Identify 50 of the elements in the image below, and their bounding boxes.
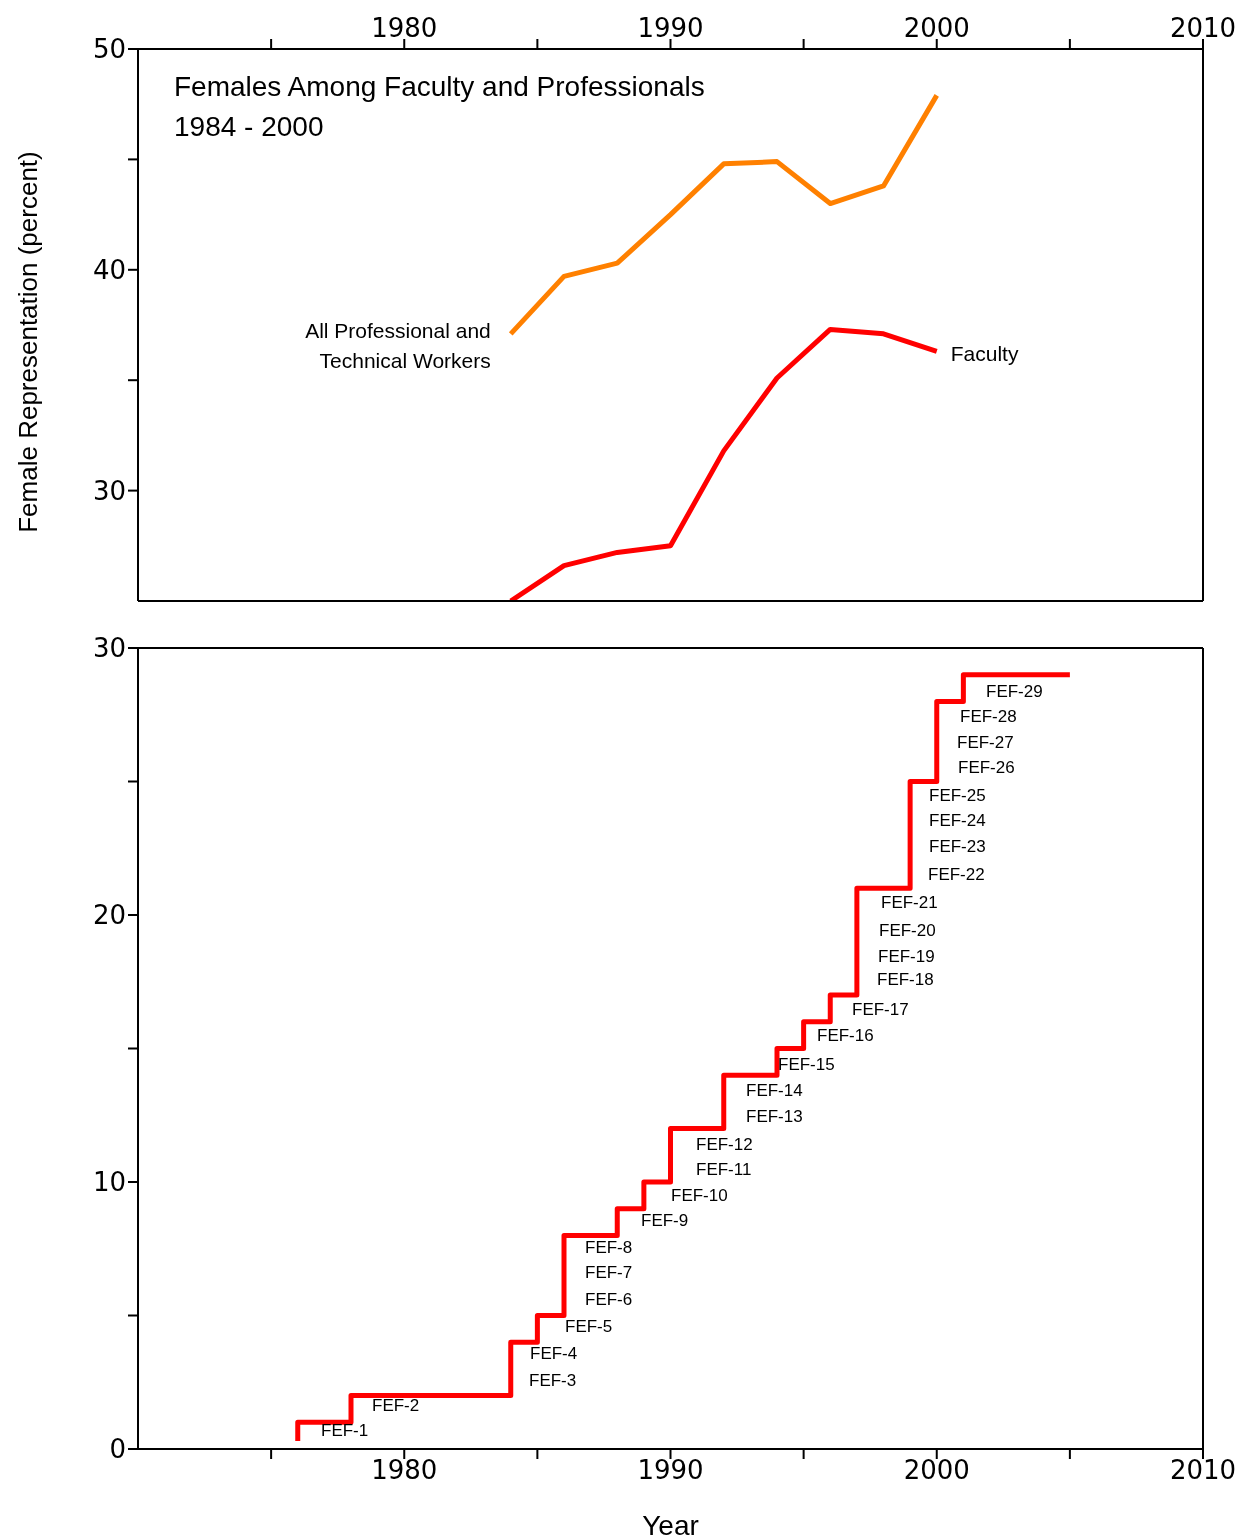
y-tick-label: 40 [92, 255, 126, 286]
x-tick-label: 1990 [637, 1455, 704, 1486]
x-tick-label: 1990 [637, 13, 704, 43]
annotation: FEF-15 [778, 1054, 835, 1076]
y-tick-label: 30 [92, 633, 126, 664]
annotation: FEF-26 [958, 757, 1015, 779]
annotation: FEF-22 [928, 864, 985, 886]
annotation: FEF-24 [929, 810, 986, 832]
y-tick-label: 20 [92, 900, 126, 931]
annotation: FEF-3 [529, 1370, 577, 1392]
annotation: FEF-25 [929, 785, 986, 807]
y-tick-label: 50 [92, 34, 126, 65]
annotation: FEF-7 [585, 1262, 633, 1284]
annotation: FEF-27 [957, 732, 1014, 754]
x-tick-label: 1980 [371, 13, 438, 43]
y-axis-title: Female Representation (percent) [12, 150, 44, 533]
x-axis-title: Year [642, 1510, 699, 1539]
annotation: FEF-5 [565, 1316, 613, 1338]
y-tick-label: 0 [109, 1434, 126, 1465]
annotation: FEF-2 [372, 1395, 420, 1417]
annotation: FEF-14 [746, 1080, 803, 1102]
annotation: FEF-20 [879, 920, 936, 942]
annotation: FEF-11 [696, 1159, 752, 1181]
y-tick-label: 30 [92, 475, 126, 506]
text: Females Among Faculty and Professionals [174, 70, 705, 104]
annotation: FEF-4 [530, 1343, 578, 1365]
annotation: FEF-18 [877, 969, 934, 991]
series-label: Faculty [950, 341, 1019, 368]
x-tick-label: 2010 [1169, 1455, 1237, 1486]
annotation: FEF-29 [986, 681, 1043, 703]
annotation: FEF-12 [696, 1134, 753, 1156]
annotation: FEF-21 [881, 892, 938, 914]
x-tick-label: 2000 [903, 1455, 970, 1486]
annotation: FEF-16 [817, 1025, 874, 1047]
x-tick-label: 2010 [1169, 13, 1237, 43]
series-label: All Professional and Technical Workers [304, 317, 491, 374]
annotation: FEF-23 [929, 836, 986, 858]
annotation: FEF-13 [746, 1106, 803, 1128]
annotation: FEF-6 [585, 1289, 633, 1311]
x-tick-label: 1980 [371, 1455, 438, 1486]
annotation: FEF-17 [852, 999, 909, 1021]
annotation: FEF-1 [321, 1420, 369, 1442]
text: 1984 - 2000 [174, 110, 325, 144]
x-tick-label: 2000 [903, 13, 970, 43]
annotation: FEF-28 [960, 706, 1017, 728]
y-tick-label: 10 [92, 1167, 126, 1198]
annotation: FEF-10 [671, 1185, 728, 1207]
annotation: FEF-19 [878, 946, 935, 968]
annotation: FEF-8 [585, 1237, 633, 1259]
annotation: FEF-9 [641, 1210, 689, 1232]
